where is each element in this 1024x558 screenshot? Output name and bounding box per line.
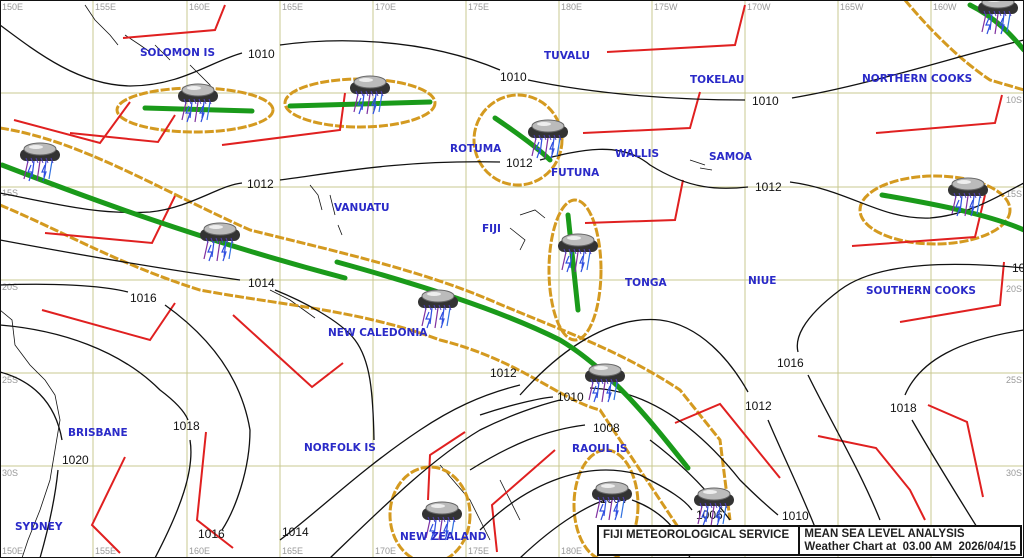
svg-text:1018: 1018	[890, 401, 917, 415]
svg-text:NORTHERN COOKS: NORTHERN COOKS	[862, 73, 972, 85]
svg-text:1010: 1010	[500, 70, 527, 84]
svg-text:ROTUMA: ROTUMA	[450, 143, 502, 155]
longitude-labels-top: 150E 155E 160E 165E 170E 175E 180E 175W …	[2, 2, 957, 12]
svg-text:VANUATU: VANUATU	[334, 202, 390, 214]
svg-text:25S: 25S	[2, 375, 18, 385]
svg-text:170W: 170W	[747, 2, 771, 12]
svg-text:SYDNEY: SYDNEY	[15, 521, 63, 533]
place-labels: SOLOMON IS TUVALU TOKELAU NORTHERN COOKS…	[15, 47, 976, 543]
svg-text:15S: 15S	[2, 188, 18, 198]
svg-text:NORFOLK IS: NORFOLK IS	[304, 442, 376, 454]
svg-text:150E: 150E	[2, 2, 23, 12]
svg-text:1016: 1016	[777, 356, 804, 370]
svg-text:1014: 1014	[248, 276, 275, 290]
svg-text:1012: 1012	[755, 180, 782, 194]
latitude-labels-left: 15S 20S 25S 30S	[2, 188, 18, 478]
thunderstorm-icon	[557, 233, 599, 273]
svg-text:155E: 155E	[95, 2, 116, 12]
svg-text:1010: 1010	[782, 509, 809, 523]
svg-text:160E: 160E	[189, 2, 210, 12]
svg-text:20S: 20S	[1006, 284, 1022, 294]
svg-text:WALLIS: WALLIS	[615, 148, 659, 160]
svg-text:25S: 25S	[1006, 375, 1022, 385]
coastlines	[0, 4, 713, 558]
svg-text:1008: 1008	[593, 421, 620, 435]
svg-text:1018: 1018	[173, 419, 200, 433]
agency-name: FIJI METEOROLOGICAL SERVICE	[599, 527, 801, 554]
thunderstorm-icon	[199, 222, 241, 262]
svg-text:BRISBANE: BRISBANE	[68, 427, 128, 439]
wind-axes	[13, 4, 1005, 554]
svg-text:15S: 15S	[1006, 189, 1022, 199]
svg-text:NEW ZEALAND: NEW ZEALAND	[400, 531, 487, 543]
svg-text:1012: 1012	[506, 156, 533, 170]
svg-text:175E: 175E	[468, 2, 489, 12]
chart-info: MEAN SEA LEVEL ANALYSIS Weather Chart at…	[800, 527, 1020, 554]
svg-text:1020: 1020	[62, 453, 89, 467]
thunderstorm-icon	[977, 0, 1019, 35]
svg-text:30S: 30S	[2, 468, 18, 478]
svg-text:TOKELAU: TOKELAU	[690, 74, 744, 86]
svg-text:160W: 160W	[933, 2, 957, 12]
svg-text:180E: 180E	[561, 2, 582, 12]
svg-text:1010: 1010	[248, 47, 275, 61]
svg-text:10: 10	[1012, 261, 1024, 275]
latitude-labels-right: 10S 15S 20S 25S 30S	[1006, 95, 1022, 478]
svg-text:TONGA: TONGA	[625, 277, 667, 289]
svg-text:10S: 10S	[1006, 95, 1022, 105]
longitude-labels-bottom: 150E 155E 160E 165E 170E 175E 180E	[2, 546, 582, 556]
isobars	[0, 24, 1024, 558]
valid-time: Weather Chart at 03.00 AM 2026/04/15	[804, 541, 1016, 553]
svg-text:175E: 175E	[468, 546, 489, 556]
svg-text:155E: 155E	[95, 546, 116, 556]
isobar-labels: 1010 1010 1010 1012 1012 1012 1014 1016 …	[62, 47, 1024, 541]
svg-text:1010: 1010	[752, 94, 779, 108]
svg-text:1016: 1016	[198, 527, 225, 541]
convergence-zones	[0, 2, 1024, 471]
svg-text:1016: 1016	[130, 291, 157, 305]
svg-text:180E: 180E	[561, 546, 582, 556]
svg-text:1012: 1012	[247, 177, 274, 191]
svg-text:SOLOMON IS: SOLOMON IS	[140, 47, 215, 59]
svg-text:FUTUNA: FUTUNA	[551, 167, 600, 179]
svg-text:175W: 175W	[654, 2, 678, 12]
svg-text:1010: 1010	[557, 390, 584, 404]
svg-text:1014: 1014	[282, 525, 309, 539]
svg-text:150E: 150E	[2, 546, 23, 556]
svg-text:170E: 170E	[375, 2, 396, 12]
svg-text:SAMOA: SAMOA	[709, 151, 753, 163]
svg-text:1012: 1012	[745, 399, 772, 413]
svg-text:NEW CALEDONIA: NEW CALEDONIA	[328, 327, 428, 339]
svg-text:1012: 1012	[490, 366, 517, 380]
svg-text:20S: 20S	[2, 282, 18, 292]
thunderstorm-icon	[417, 289, 459, 329]
svg-text:160E: 160E	[189, 546, 210, 556]
svg-text:165E: 165E	[282, 2, 303, 12]
svg-text:TUVALU: TUVALU	[544, 50, 590, 62]
svg-text:NIUE: NIUE	[748, 275, 776, 287]
svg-text:FIJI: FIJI	[482, 223, 501, 235]
thunderstorm-icon	[584, 363, 626, 403]
svg-text:30S: 30S	[1006, 468, 1022, 478]
svg-text:165W: 165W	[840, 2, 864, 12]
svg-text:170E: 170E	[375, 546, 396, 556]
svg-text:SOUTHERN COOKS: SOUTHERN COOKS	[866, 285, 976, 297]
product-title: MEAN SEA LEVEL ANALYSIS	[804, 528, 965, 540]
chart-legend-box: FIJI METEOROLOGICAL SERVICE MEAN SEA LEV…	[597, 525, 1022, 556]
svg-text:1006: 1006	[696, 508, 723, 522]
thunderstorm-icon	[177, 83, 219, 123]
svg-text:RAOUL IS: RAOUL IS	[572, 443, 627, 455]
thunderstorm-icon	[349, 75, 391, 115]
svg-text:165E: 165E	[282, 546, 303, 556]
